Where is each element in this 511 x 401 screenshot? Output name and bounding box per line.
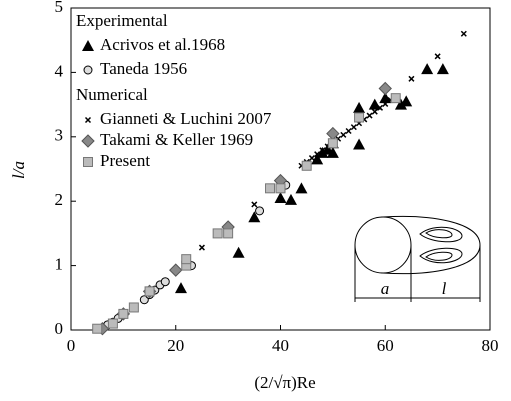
point	[248, 211, 261, 223]
point	[376, 104, 384, 111]
point	[314, 151, 321, 158]
point	[169, 263, 183, 277]
legend-marker	[83, 65, 93, 75]
point	[284, 193, 297, 205]
point	[434, 53, 441, 60]
point	[92, 323, 103, 334]
point	[301, 160, 312, 171]
x-tick-label: 40	[272, 336, 289, 355]
point	[107, 318, 118, 329]
point	[251, 201, 258, 208]
point	[308, 155, 315, 162]
point	[378, 81, 392, 96]
point	[139, 295, 149, 305]
y-tick-label: 2	[55, 190, 64, 209]
point	[160, 277, 170, 287]
point	[382, 100, 389, 107]
point	[394, 98, 407, 110]
legend-label: Takami & Keller 1969	[100, 130, 253, 149]
point	[327, 138, 338, 149]
x-tick-label: 0	[67, 336, 76, 355]
legend-marker	[82, 40, 94, 51]
point	[198, 244, 205, 251]
x-tick-label: 60	[377, 336, 394, 355]
point	[340, 131, 347, 138]
legend-heading: Numerical	[76, 85, 148, 104]
legend-heading: Experimental	[76, 11, 168, 30]
point	[354, 112, 365, 123]
legend-marker	[81, 134, 95, 148]
y-tick-label: 1	[55, 255, 64, 274]
y-tick-label: 0	[55, 319, 64, 338]
point	[436, 63, 449, 75]
legend-label: Gianneti & Luchini 2007	[100, 109, 272, 128]
inset-label: a	[381, 279, 390, 298]
point	[311, 153, 324, 165]
legend-marker	[84, 116, 92, 124]
inset-label: l	[442, 279, 447, 298]
legend-marker	[83, 157, 93, 167]
inset	[354, 215, 481, 302]
point	[181, 254, 192, 265]
point	[118, 308, 129, 319]
point	[400, 95, 413, 107]
point	[128, 302, 139, 313]
point	[421, 63, 434, 75]
point	[366, 112, 373, 119]
point	[319, 147, 326, 154]
point	[326, 146, 339, 158]
point	[316, 146, 329, 158]
point	[460, 30, 467, 37]
point	[144, 286, 155, 297]
point	[174, 282, 187, 294]
point	[353, 138, 366, 150]
point	[295, 182, 308, 194]
point	[353, 101, 366, 113]
point	[368, 98, 381, 110]
point	[371, 108, 378, 115]
point	[265, 183, 276, 194]
y-axis-label: l/a	[9, 161, 28, 179]
legend-label: Present	[100, 151, 150, 170]
legend-label: Taneda 1956	[100, 59, 187, 78]
y-tick-label: 4	[55, 61, 64, 80]
point	[345, 127, 352, 135]
point	[255, 206, 265, 216]
point	[350, 124, 357, 131]
x-axis-label: (2/√π)Re	[254, 373, 315, 392]
y-tick-label: 5	[55, 0, 64, 16]
x-tick-label: 80	[482, 336, 499, 355]
point	[408, 75, 415, 82]
y-tick-label: 3	[55, 126, 64, 145]
point	[274, 191, 287, 203]
legend-label: Acrivos et al.1968	[100, 35, 225, 54]
point	[275, 183, 286, 194]
point	[379, 92, 392, 104]
point	[223, 228, 234, 239]
x-tick-label: 20	[167, 336, 184, 355]
point	[232, 246, 245, 258]
point	[212, 228, 223, 239]
point	[390, 93, 401, 104]
